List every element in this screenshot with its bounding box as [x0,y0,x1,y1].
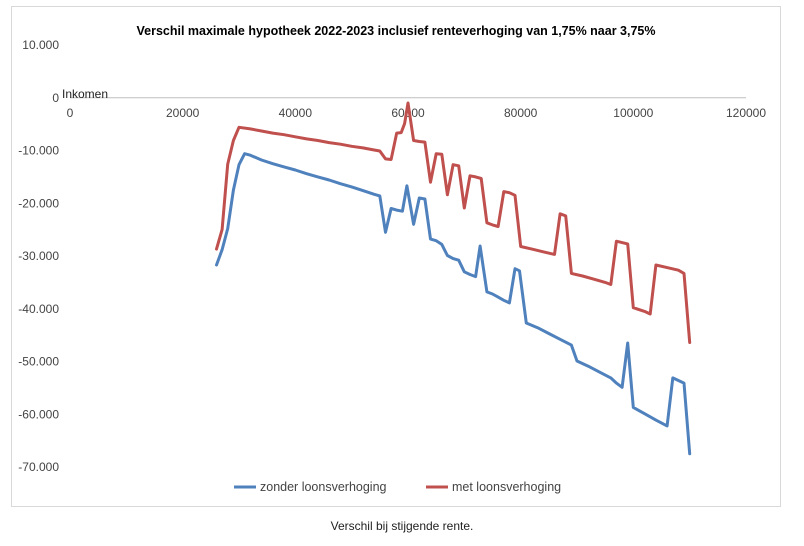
y-tick-label: -40.000 [18,302,59,316]
series-line-zonder-loonsverhoging [215,152,692,456]
y-tick-label: -20.000 [18,196,59,210]
legend-label: zonder loonsverhoging [260,480,387,494]
y-tick-label: -50.000 [18,355,59,369]
x-tick-label: 20000 [166,106,200,120]
chart-frame: Verschil maximale hypotheek 2022-2023 in… [11,6,781,507]
y-tick-label: -30.000 [18,249,59,263]
x-tick-label: 100000 [613,106,653,120]
legend: zonder loonsverhoging met loonsverhoging [234,480,561,494]
y-tick-label: 10.000 [22,38,59,52]
x-axis-tick-labels: 0 20000 40000 60000 80000 100000 120000 [67,106,767,120]
figure-caption: Verschil bij stijgende rente. [330,519,474,533]
y-tick-label: -10.000 [18,144,59,158]
x-tick-label: 120000 [726,106,766,120]
y-tick-label: 0 [52,91,59,105]
y-tick-label: -60.000 [18,407,59,421]
x-axis-label: Inkomen [62,87,108,101]
x-tick-label: 0 [67,106,74,120]
chart-title: Verschil maximale hypotheek 2022-2023 in… [136,24,655,38]
y-tick-label: -70.000 [18,460,59,474]
line-chart: Verschil maximale hypotheek 2022-2023 in… [18,24,767,494]
y-axis-tick-labels: 10.000 0 -10.000 -20.000 -30.000 -40.000 -50.0… [18,38,59,474]
x-tick-label: 40000 [279,106,313,120]
series-line-met-loonsverhoging [215,101,692,344]
legend-label: met loonsverhoging [452,480,561,494]
series-lines [215,101,692,456]
x-tick-label: 80000 [504,106,538,120]
